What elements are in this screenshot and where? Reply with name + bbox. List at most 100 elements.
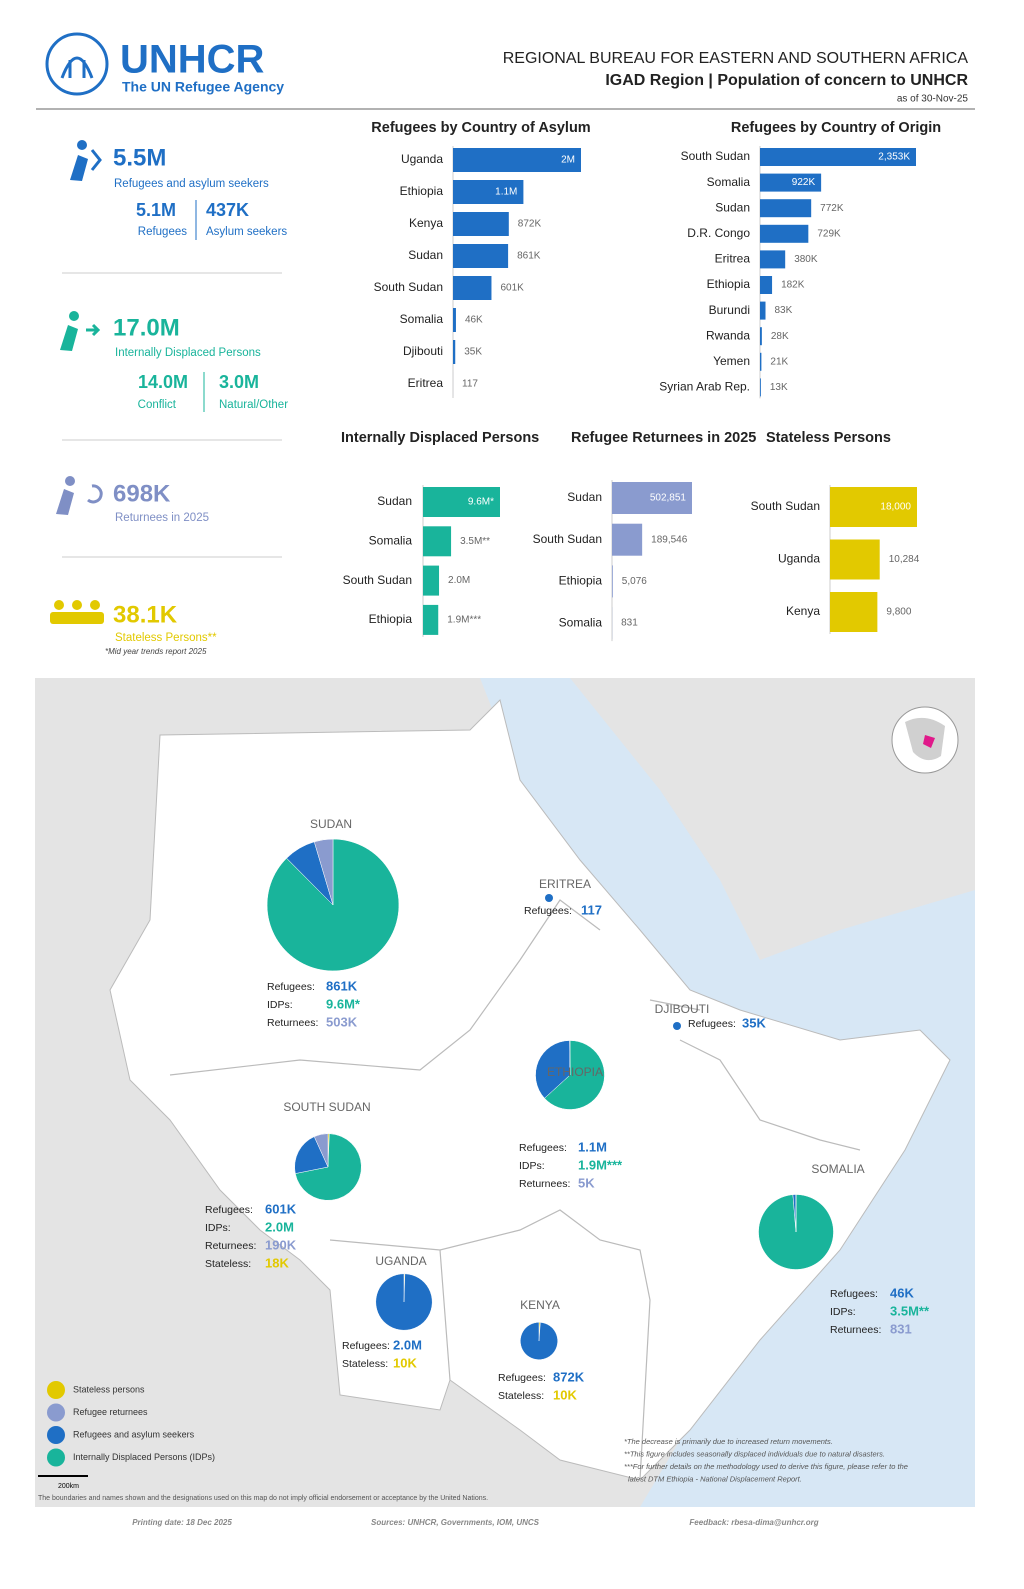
category-label: Somalia bbox=[559, 615, 603, 629]
map-item-label: Refugees: bbox=[519, 1142, 567, 1154]
category-label: Djibouti bbox=[403, 344, 443, 358]
value-label: 28K bbox=[771, 331, 789, 342]
bar bbox=[760, 378, 761, 397]
map-item-value: 35K bbox=[742, 1015, 766, 1030]
category-label: Uganda bbox=[401, 152, 443, 166]
map-item-label: IDPs: bbox=[830, 1306, 856, 1318]
location-dot bbox=[673, 1022, 681, 1030]
value-label: 772K bbox=[820, 203, 844, 214]
map-item-label: Stateless: bbox=[342, 1358, 388, 1370]
pie-wedge bbox=[544, 1040, 605, 1110]
date: as of 30-Nov-25 bbox=[897, 94, 969, 105]
pie-wedge bbox=[295, 1133, 362, 1201]
stat-label: Internally Displaced Persons bbox=[115, 347, 261, 359]
value-label: 18,000 bbox=[880, 502, 911, 513]
map-item-label: Returnees: bbox=[830, 1324, 881, 1336]
map-item-value: 872K bbox=[553, 1369, 585, 1384]
value-label: 182K bbox=[781, 280, 805, 291]
value-label: 5,076 bbox=[622, 576, 647, 587]
category-label: Ethiopia bbox=[707, 277, 751, 291]
value-label: 189,546 bbox=[651, 534, 688, 545]
map-item-value: 601K bbox=[265, 1201, 297, 1216]
stat-label: Returnees in 2025 bbox=[115, 512, 209, 524]
map-item-label: Refugees: bbox=[830, 1288, 878, 1300]
legend-label: Stateless persons bbox=[73, 1384, 145, 1394]
value-label: 601K bbox=[500, 283, 524, 294]
stat-value: 5.1M bbox=[136, 200, 176, 220]
category-label: Syrian Arab Rep. bbox=[659, 380, 750, 394]
scale-label: 200km bbox=[58, 1483, 79, 1490]
map-item-value: 861K bbox=[326, 978, 358, 993]
category-label: Ethiopia bbox=[369, 612, 413, 626]
value-label: 9,800 bbox=[886, 607, 911, 618]
map-item-label: Returnees: bbox=[205, 1240, 256, 1252]
bar bbox=[830, 539, 880, 580]
bar bbox=[612, 523, 643, 556]
map-item-value: 10K bbox=[393, 1355, 417, 1370]
category-label: Ethiopia bbox=[559, 574, 603, 588]
chart-title: Stateless Persons bbox=[766, 430, 891, 446]
category-label: Sudan bbox=[567, 490, 602, 504]
country-name: SOUTH SUDAN bbox=[283, 1100, 370, 1114]
map-item-value: 1.9M*** bbox=[578, 1157, 623, 1172]
bar bbox=[453, 340, 456, 364]
footnote: latest DTM Ethiopia - National Displacem… bbox=[628, 1474, 802, 1483]
map-item-label: Refugees: bbox=[267, 981, 315, 993]
legend-label: Refugee returnees bbox=[73, 1407, 148, 1417]
stat-value: 17.0M bbox=[113, 314, 180, 341]
value-label: 831 bbox=[621, 618, 638, 629]
country-name: KENYA bbox=[520, 1298, 560, 1312]
bar bbox=[830, 592, 878, 632]
value-label: 2.0M bbox=[448, 575, 470, 586]
bar bbox=[453, 244, 509, 268]
category-label: Ethiopia bbox=[400, 184, 444, 198]
chart-title: Refugee Returnees in 2025 bbox=[571, 430, 756, 446]
value-label: 3.5M** bbox=[460, 536, 490, 547]
value-label: 872K bbox=[518, 219, 542, 230]
stat-value: 3.0M bbox=[219, 372, 259, 392]
category-label: Eritrea bbox=[715, 252, 751, 266]
inset-highlight bbox=[923, 735, 935, 748]
bar bbox=[760, 199, 812, 218]
category-label: Somalia bbox=[707, 175, 751, 189]
chart-title: Internally Displaced Persons bbox=[341, 430, 539, 446]
value-label: 21K bbox=[770, 356, 788, 367]
value-label: 9.6M* bbox=[468, 497, 494, 508]
value-label: 10,284 bbox=[889, 554, 920, 565]
bar bbox=[760, 148, 916, 166]
bar bbox=[453, 308, 456, 332]
map-item-label: Refugees: bbox=[342, 1340, 390, 1352]
category-label: South Sudan bbox=[533, 532, 602, 546]
map-item-value: 9.6M* bbox=[326, 996, 361, 1011]
legend-label: Refugees and asylum seekers bbox=[73, 1429, 195, 1439]
stat-value: 5.5M bbox=[113, 144, 166, 171]
stat-label: Stateless Persons** bbox=[115, 632, 217, 644]
stat-label: Natural/Other bbox=[219, 399, 288, 411]
footer-text: Printing date: 18 Dec 2025 bbox=[132, 1518, 232, 1527]
map-item-label: Stateless: bbox=[498, 1390, 544, 1402]
logo-text: UNHCR bbox=[120, 38, 265, 82]
map-item-value: 10K bbox=[553, 1387, 577, 1402]
category-label: South Sudan bbox=[374, 280, 443, 294]
value-label: 1.9M*** bbox=[447, 615, 481, 626]
bar bbox=[760, 276, 773, 294]
country-name: UGANDA bbox=[375, 1254, 426, 1268]
logo-subtitle: The UN Refugee Agency bbox=[122, 79, 284, 95]
bar bbox=[453, 180, 524, 204]
legend-swatch bbox=[47, 1403, 65, 1422]
stat-value: 437K bbox=[206, 200, 249, 220]
map-item-value: 831 bbox=[890, 1321, 912, 1336]
value-label: 83K bbox=[775, 305, 793, 316]
disclaimer: The boundaries and names shown and the d… bbox=[38, 1495, 488, 1502]
category-label: Sudan bbox=[715, 200, 750, 214]
value-label: 35K bbox=[464, 347, 482, 358]
legend-swatch bbox=[47, 1448, 65, 1467]
country-name: ERITREA bbox=[539, 877, 591, 891]
category-label: Burundi bbox=[709, 303, 750, 317]
icon-idps bbox=[60, 311, 101, 351]
map-item-label: Refugees: bbox=[498, 1372, 546, 1384]
category-label: South Sudan bbox=[751, 499, 820, 513]
category-label: Somalia bbox=[400, 312, 444, 326]
bar bbox=[760, 224, 809, 243]
map-item-value: 190K bbox=[265, 1237, 297, 1252]
